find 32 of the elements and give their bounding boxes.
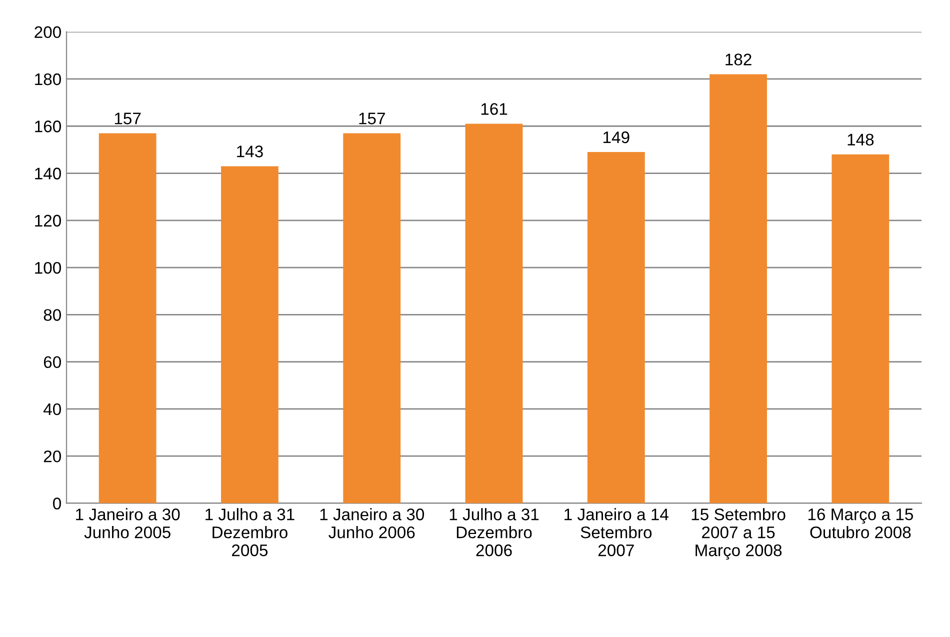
y-tick-label: 60 bbox=[44, 356, 61, 368]
x-tick-label: 1 Janeiro a 30 Junho 2005 bbox=[76, 508, 180, 538]
bar bbox=[710, 74, 767, 504]
bar bbox=[832, 154, 890, 504]
data-label: 157 bbox=[114, 112, 141, 124]
y-tick-label: 80 bbox=[44, 309, 61, 321]
y-tick-label: 0 bbox=[53, 498, 61, 510]
bar bbox=[221, 166, 278, 504]
x-tick-label: 15 Setembro 2007 a 15 Março 2008 bbox=[692, 508, 786, 560]
y-tick-label: 40 bbox=[43, 403, 61, 416]
bar bbox=[587, 152, 645, 504]
data-label: 182 bbox=[726, 54, 752, 66]
data-label: 143 bbox=[237, 146, 263, 158]
bar bbox=[465, 124, 523, 504]
data-label: 157 bbox=[359, 112, 385, 124]
y-tick-label: 160 bbox=[35, 120, 61, 132]
data-label: 149 bbox=[604, 131, 630, 144]
data-label: 148 bbox=[848, 134, 874, 146]
x-tick-label: 1 Julho a 31 Dezembro 2006 bbox=[450, 508, 539, 556]
y-tick-label: 120 bbox=[35, 214, 61, 227]
bar bbox=[343, 133, 401, 504]
y-tick-label: 200 bbox=[34, 26, 61, 38]
data-label: 161 bbox=[481, 103, 508, 115]
y-tick-label: 100 bbox=[35, 262, 61, 274]
bar bbox=[98, 133, 156, 504]
y-tick-label: 140 bbox=[35, 168, 61, 180]
x-tick-label: 1 Janeiro a 30 Junho 2006 bbox=[320, 508, 424, 538]
y-tick-label: 20 bbox=[44, 450, 61, 462]
x-tick-label: 16 Março a 15 Outubro 2008 bbox=[808, 508, 914, 538]
x-tick-label: 1 Julho a 31 Dezembro 2005 bbox=[206, 508, 294, 556]
y-tick-label: 180 bbox=[35, 73, 61, 86]
x-tick-label: 1 Janeiro a 14 Setembro 2007 bbox=[564, 508, 668, 556]
